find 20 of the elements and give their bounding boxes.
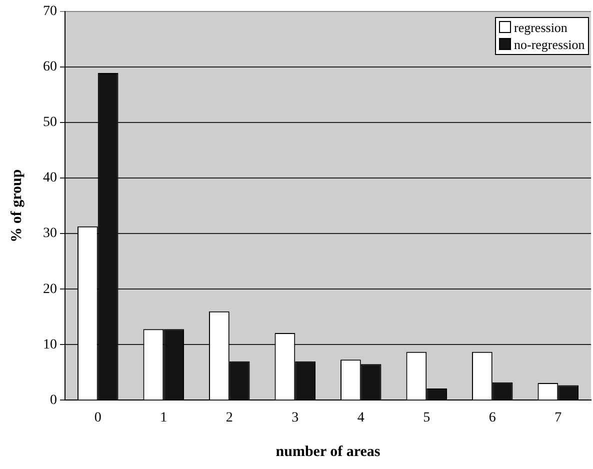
y-axis-title: % of group <box>8 169 25 242</box>
y-tick-label: 60 <box>43 60 57 75</box>
y-tick-label: 70 <box>43 4 57 20</box>
legend-label: regression <box>513 19 568 36</box>
x-tick-label: 0 <box>94 410 102 426</box>
x-tick-label: 3 <box>292 410 299 426</box>
x-tick-label: 7 <box>554 410 562 426</box>
legend-label: no-regression <box>513 36 585 54</box>
y-tick-label: 50 <box>43 115 57 130</box>
x-tick-label: 1 <box>160 410 168 426</box>
x-tick-label: 6 <box>488 410 496 426</box>
y-tick-label: 30 <box>43 226 57 242</box>
x-tick-label: 2 <box>226 410 233 426</box>
y-tick-label: 0 <box>50 392 57 408</box>
x-tick-label: 5 <box>423 410 430 426</box>
y-tick-label: 40 <box>43 170 57 186</box>
y-tick-label: 10 <box>43 337 57 352</box>
x-axis-title: number of areas <box>276 444 380 460</box>
x-tick-label: 4 <box>357 410 364 426</box>
y-tick-label: 20 <box>43 282 57 297</box>
